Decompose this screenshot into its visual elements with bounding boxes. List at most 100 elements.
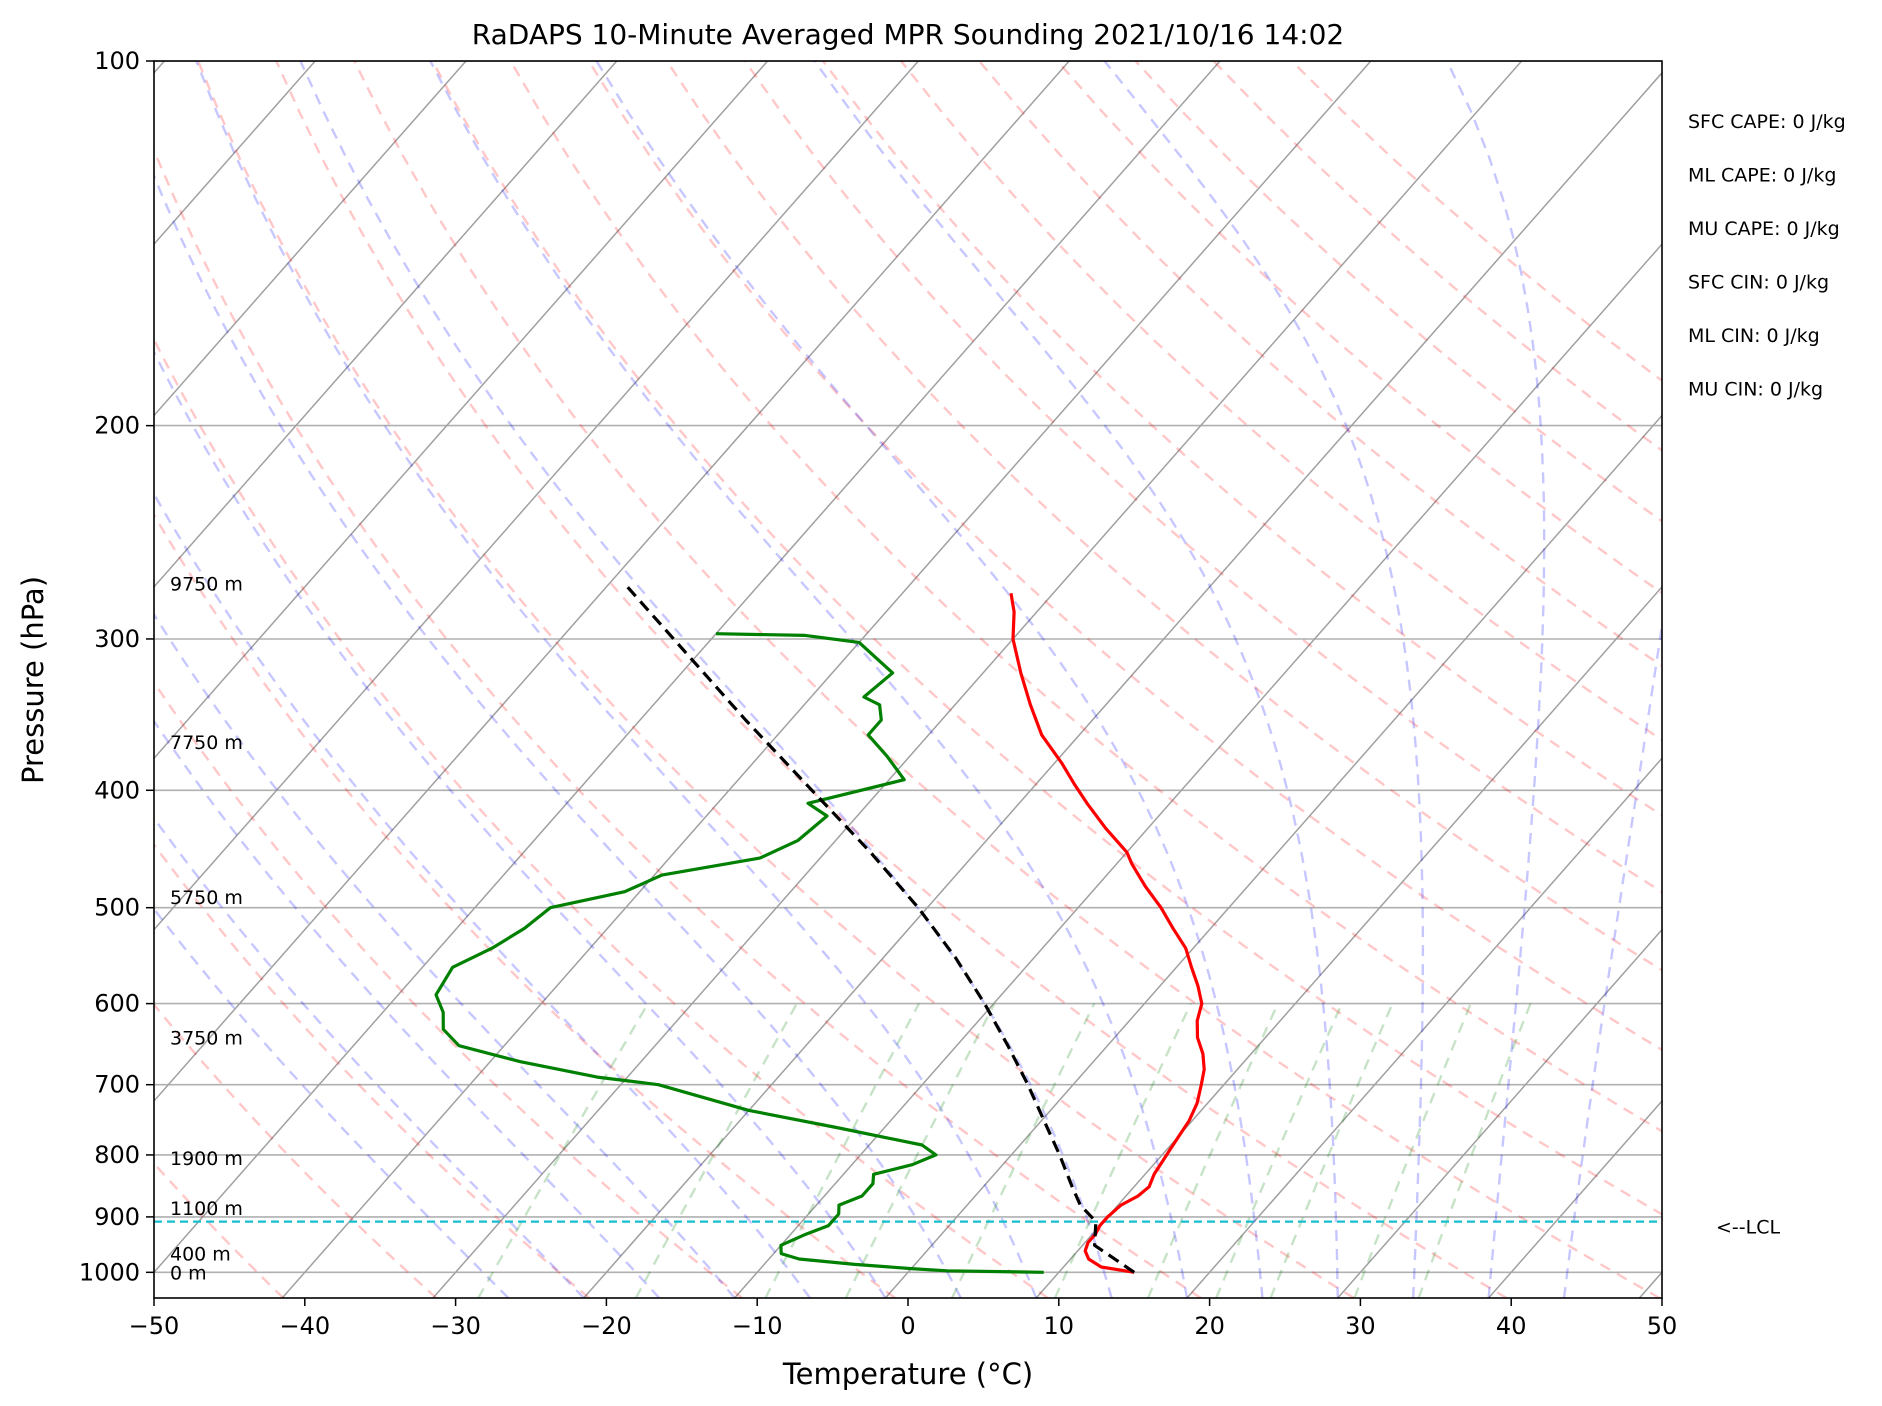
dry-adiabat-line (154, 146, 1202, 1298)
x-tick-label: −40 (279, 1312, 330, 1340)
x-tick-label: 0 (900, 1312, 915, 1340)
dry-adiabat-line (743, 61, 1662, 894)
mixing-ratio-line (1417, 1003, 1532, 1298)
height-label: 7750 m (170, 732, 243, 754)
mixing-ratio-line (1146, 1003, 1279, 1298)
isotherm-line (154, 61, 467, 417)
y-tick-label: 800 (94, 1141, 140, 1169)
y-tick-label: 1000 (79, 1258, 140, 1286)
height-label: 400 m (170, 1244, 231, 1266)
height-label: 0 m (170, 1262, 207, 1284)
mixing-ratio-line (950, 1003, 1096, 1298)
isotherm-line (432, 61, 1523, 1298)
isotherm-line (154, 61, 919, 931)
height-label: 1900 m (170, 1148, 243, 1170)
y-axis-ticks: 100 200 300 400 500 600 700 800 900 1000 (79, 47, 154, 1286)
moist-adiabat-line (154, 816, 585, 1298)
mixing-ratio-line (634, 1003, 798, 1298)
background-reference-lines (154, 61, 1662, 1298)
stability-indices: SFC CAPE: 0 J/kg ML CAPE: 0 J/kg MU CAPE: … (1688, 111, 1846, 401)
isotherm-line (154, 61, 1070, 1103)
x-tick-label: 10 (1044, 1312, 1075, 1340)
x-tick-label: 30 (1345, 1312, 1376, 1340)
moist-adiabat-line (154, 612, 736, 1298)
moist-adiabat-line (154, 172, 962, 1298)
x-tick-label: 20 (1194, 1312, 1225, 1340)
mixing-ratio-line (477, 1002, 649, 1298)
mixing-ratio-line (764, 1003, 920, 1298)
parcel-profile-line (623, 582, 1136, 1274)
isotherm-line (583, 71, 1662, 1298)
stability-index: SFC CAPE: 0 J/kg (1688, 111, 1846, 133)
stability-index: MU CIN: 0 J/kg (1688, 379, 1823, 401)
moist-adiabat-line (154, 349, 887, 1298)
height-label: 9750 m (170, 574, 243, 596)
x-tick-label: −20 (581, 1312, 632, 1340)
dry-adiabat-line (431, 61, 1662, 1216)
moist-adiabat-line (1103, 61, 1425, 1298)
x-axis-ticks: −50 −40 −30 −20 −10 0 10 20 30 40 50 (129, 1298, 1678, 1340)
isotherm-line (154, 61, 1221, 1274)
moist-adiabat-line (429, 61, 1189, 1298)
x-tick-label: 40 (1496, 1312, 1527, 1340)
y-tick-label: 300 (94, 625, 140, 653)
isotherm-line (1035, 585, 1662, 1298)
dry-adiabat-line (154, 336, 1049, 1298)
temperature-profile-line (1009, 592, 1206, 1274)
x-tick-label: 50 (1647, 1312, 1678, 1340)
y-tick-label: 100 (94, 47, 140, 75)
moist-adiabat-line (195, 61, 1038, 1298)
dry-adiabat-line (196, 61, 1355, 1298)
height-label: 1100 m (170, 1198, 243, 1220)
isotherm-line (1186, 757, 1662, 1298)
dry-adiabat-line (1056, 61, 1662, 595)
y-tick-label: 200 (94, 412, 140, 440)
y-tick-label: 600 (94, 990, 140, 1018)
mixing-ratio-line (844, 1003, 996, 1298)
moist-adiabat-line (154, 907, 510, 1298)
stability-index: SFC CIN: 0 J/kg (1688, 272, 1829, 294)
x-tick-label: −10 (732, 1312, 783, 1340)
moist-adiabat-line (813, 61, 1339, 1298)
mixing-ratio-line (1053, 1003, 1192, 1298)
x-tick-label: −50 (129, 1312, 180, 1340)
y-tick-label: 500 (94, 894, 140, 922)
dry-adiabat-line (978, 61, 1662, 668)
dry-adiabat-line (822, 61, 1662, 817)
stability-index: ML CAPE: 0 J/kg (1688, 165, 1836, 187)
dry-adiabat-line (275, 61, 1508, 1298)
lcl-line-group: <--LCL (154, 1217, 1780, 1239)
isotherm-line (154, 61, 769, 760)
moist-adiabat-line (154, 491, 811, 1298)
isotherm-line (884, 414, 1662, 1298)
stability-index: ML CIN: 0 J/kg (1688, 325, 1820, 347)
dry-adiabat-line (154, 1161, 285, 1298)
mixing-ratio-line (1353, 1003, 1472, 1298)
y-tick-label: 400 (94, 776, 140, 804)
moist-adiabat-line (595, 61, 1264, 1298)
x-tick-label: −30 (430, 1312, 481, 1340)
y-tick-label: 700 (94, 1071, 140, 1099)
chart-title: RaDAPS 10-Minute Averaged MPR Sounding 2… (472, 18, 1344, 51)
lcl-label: <--LCL (1716, 1217, 1780, 1239)
x-axis-label: Temperature (°C) (782, 1357, 1033, 1391)
dry-adiabat-line (154, 680, 743, 1298)
height-label: 3750 m (170, 1028, 243, 1050)
isotherm-line (281, 61, 1372, 1298)
dewpoint-profile-line (434, 632, 1044, 1274)
y-axis-label: Pressure (hPa) (16, 576, 50, 784)
stability-index: MU CAPE: 0 J/kg (1688, 218, 1840, 240)
y-tick-label: 900 (94, 1203, 140, 1231)
dry-adiabat-line (587, 61, 1662, 1052)
moist-adiabat-line (1562, 617, 1662, 1298)
dry-adiabat-line (154, 512, 896, 1298)
moist-adiabat-line (1445, 61, 1546, 1298)
height-label: 5750 m (170, 887, 243, 909)
moist-adiabat-line (154, 719, 661, 1298)
height-labels: 9750 m 7750 m 5750 m 3750 m 1900 m 1100 m 400 … (170, 574, 243, 1285)
dry-adiabat-line (509, 61, 1662, 1133)
dry-adiabat-line (353, 61, 1661, 1298)
isotherm-line (1337, 928, 1662, 1298)
mixing-ratio-line (1269, 1003, 1394, 1298)
